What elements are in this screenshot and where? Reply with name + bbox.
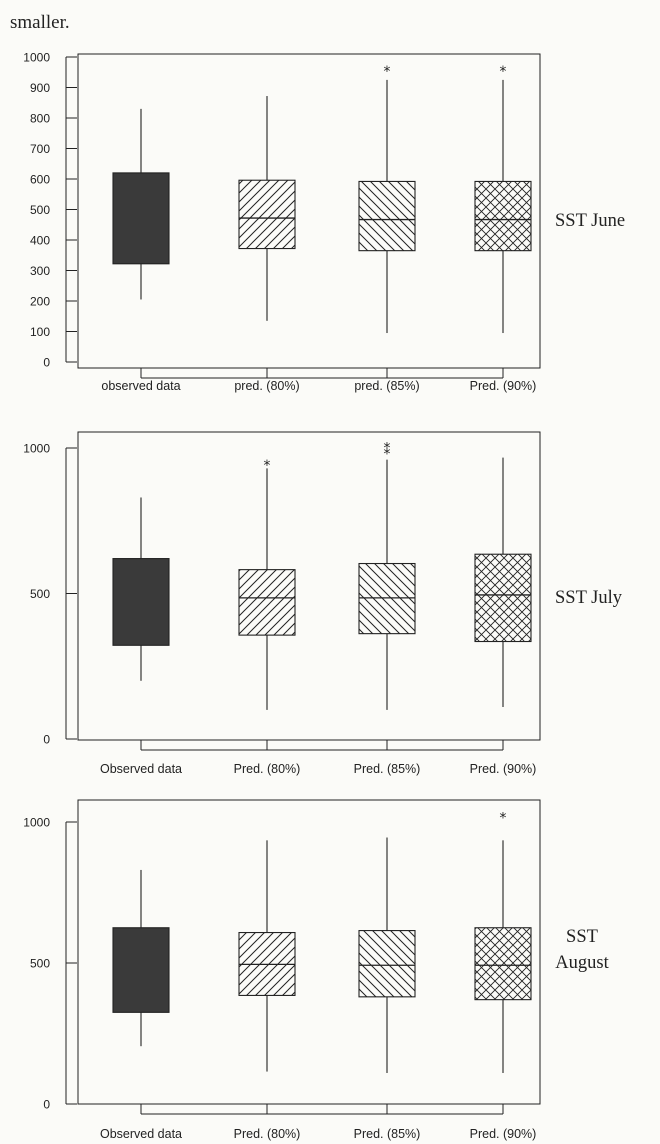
- y-tick-label: 500: [30, 203, 50, 217]
- box-pred-85: [358, 837, 416, 1073]
- y-tick-label: 500: [30, 587, 50, 601]
- outlier-marker: *: [383, 446, 391, 462]
- x-tick-label: Pred. (85%): [354, 1127, 421, 1141]
- box-iqr: [238, 179, 296, 250]
- y-tick-label: 900: [30, 81, 50, 95]
- plot-frame: [77, 799, 541, 1105]
- y-tick-label: 0: [43, 356, 50, 370]
- box-pred-90: *: [474, 810, 532, 1073]
- x-tick-label: Pred. (85%): [354, 762, 421, 776]
- box-pred-85: **: [358, 441, 416, 710]
- x-tick-label: Pred. (80%): [234, 1127, 301, 1141]
- y-tick-label: 300: [30, 264, 50, 278]
- header-text: smaller.: [10, 12, 70, 33]
- y-tick-label: 400: [30, 234, 50, 248]
- box-observed-data: [112, 108, 170, 300]
- series-label: August: [555, 953, 609, 973]
- box-pred-80: [238, 840, 296, 1072]
- chart-panel-2: 0 500 1000 Observed data Pred. (80%) Pred. (8…: [23, 431, 623, 776]
- x-tick-label: Observed data: [100, 762, 182, 776]
- y-tick-label: 0: [43, 1098, 50, 1112]
- box-observed-data: [112, 869, 170, 1047]
- y-tick-label: 600: [30, 173, 50, 187]
- x-tick-label: Pred. (90%): [470, 762, 537, 776]
- outlier-marker: *: [263, 458, 271, 474]
- outlier-marker: *: [499, 810, 507, 826]
- chart-panel-3: 0 500 1000 Observed data Pred. (80%) Pred. (8…: [23, 799, 610, 1141]
- box-pred-90: [474, 457, 532, 707]
- y-tick-label: 1000: [23, 51, 50, 65]
- y-tick-label: 1000: [23, 442, 50, 456]
- x-tick-label: pred. (80%): [234, 379, 299, 393]
- x-tick-label: pred. (85%): [354, 379, 419, 393]
- box-iqr: [474, 553, 532, 643]
- box-iqr: [358, 180, 416, 252]
- x-tick-label: Pred. (80%): [234, 762, 301, 776]
- box-iqr: [358, 562, 416, 635]
- outlier-marker: *: [383, 64, 391, 80]
- series-label: SST June: [555, 211, 625, 231]
- box-pred-80: [238, 96, 296, 321]
- box-iqr: [474, 180, 532, 252]
- box-observed-data: [112, 497, 170, 681]
- series-label: SST: [566, 927, 598, 947]
- plot-frame: [77, 431, 541, 741]
- box-iqr: [112, 172, 170, 265]
- y-tick-label: 200: [30, 295, 50, 309]
- box-pred-90: *: [474, 64, 532, 334]
- plot-frame: [77, 53, 541, 369]
- series-label: SST July: [555, 588, 623, 608]
- chart-panel-1: 0 100 200 300 400 500 600 700 800 900 1000 observed…: [23, 51, 625, 394]
- y-tick-label: 100: [30, 325, 50, 339]
- y-tick-label: 500: [30, 957, 50, 971]
- y-tick-label: 800: [30, 112, 50, 126]
- x-tick-label: Pred. (90%): [470, 1127, 537, 1141]
- y-tick-label: 0: [43, 733, 50, 747]
- x-tick-label: Pred. (90%): [470, 379, 537, 393]
- box-iqr: [238, 569, 296, 636]
- box-iqr: [358, 930, 416, 998]
- x-tick-label: observed data: [101, 379, 180, 393]
- box-pred-80: *: [238, 458, 296, 710]
- y-tick-label: 1000: [23, 816, 50, 830]
- x-tick-label: Observed data: [100, 1127, 182, 1141]
- outlier-marker: *: [499, 64, 507, 80]
- box-iqr: [112, 558, 170, 646]
- box-iqr: [474, 927, 532, 1001]
- outlier-marker: *: [383, 441, 391, 457]
- box-iqr: [112, 927, 170, 1013]
- y-tick-label: 700: [30, 142, 50, 156]
- box-pred-85: *: [358, 64, 416, 334]
